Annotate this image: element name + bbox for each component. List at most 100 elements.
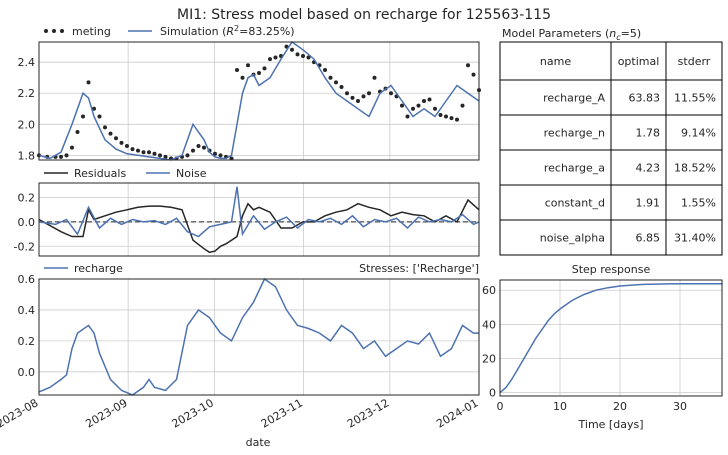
panel-frame <box>499 279 723 397</box>
legend-simulation-sup: 2 <box>234 24 239 33</box>
observation-point <box>202 145 206 150</box>
observation-point <box>158 153 162 158</box>
table-cell: 4.23 <box>636 162 661 175</box>
series-line-noise <box>38 186 480 238</box>
x-tick-label: 30 <box>673 400 687 413</box>
panel-frame <box>38 182 480 257</box>
table-title-sub: c <box>616 33 621 42</box>
observation-point <box>433 106 437 111</box>
observation-point <box>191 148 195 153</box>
legend-simulation-r: R <box>226 25 234 38</box>
y-tick-label: 0.0 <box>18 216 36 229</box>
observation-point <box>460 103 465 108</box>
table-title: Model Parameters (nc=5) <box>502 27 641 42</box>
observation-point <box>334 80 338 85</box>
observation-point <box>301 53 305 58</box>
table-cell: 1.78 <box>636 127 661 140</box>
y-tick-label: 2.0 <box>18 118 36 131</box>
y-tick-label: 0.2 <box>18 335 36 348</box>
stresses-label: Stresses: ['Recharge'] <box>359 262 479 275</box>
date-tick-label: 2023-10 <box>170 396 216 430</box>
legend-simulation-label: Simulation (R2=83.25%) <box>160 24 295 38</box>
table-cell: constant_d <box>545 197 605 210</box>
observation-point <box>119 140 124 145</box>
x-tick-label: 0 <box>497 400 504 413</box>
observation-point <box>367 91 371 96</box>
observation-point <box>427 97 432 102</box>
observation-point <box>323 67 327 72</box>
observation-point <box>257 71 261 76</box>
y-tick-label: 1.8 <box>18 149 36 162</box>
observation-point <box>422 99 426 103</box>
x-tick-label: 10 <box>553 400 567 413</box>
parameter-table: name optimal stderr recharge_A 63.83 11.55% re… <box>499 41 723 256</box>
y-tick-label: 0 <box>489 387 496 400</box>
table-cell: noise_alpha <box>540 232 605 245</box>
observation-point <box>64 153 69 158</box>
observation-point <box>455 117 459 122</box>
observation-point <box>70 145 74 150</box>
legend-simulation-prefix: Simulation ( <box>160 25 226 38</box>
observation-point <box>262 66 267 71</box>
observation-point <box>229 156 234 161</box>
observation-point <box>273 55 278 60</box>
observation-point <box>438 112 443 117</box>
step-xlabel: Time [days] <box>578 418 644 431</box>
table-header: name <box>540 55 571 68</box>
legend-meting-marker <box>44 29 48 33</box>
observation-point <box>240 75 245 80</box>
observation-point <box>306 55 311 60</box>
observation-point <box>471 72 476 77</box>
y-tick-label: 0.6 <box>18 273 36 286</box>
recharge-panel: 0.0 0.2 0.4 0.6 <box>18 273 480 396</box>
y-tick-label: 60 <box>482 284 496 297</box>
observation-point <box>389 91 393 96</box>
observation-point <box>125 144 129 149</box>
date-tick-label: 2023-11 <box>259 396 305 430</box>
table-title-n: n <box>609 27 616 40</box>
table-cell: recharge_A <box>543 92 605 105</box>
table-header: stderr <box>678 55 711 68</box>
table-cell: 1.55% <box>681 197 716 210</box>
legend-recharge-label: recharge <box>74 262 123 275</box>
y-tick-label: 40 <box>482 318 496 331</box>
date-tick-label: 2023-08 <box>0 396 40 430</box>
observation-point <box>345 91 349 96</box>
table-cell: 63.83 <box>629 92 661 105</box>
y-tick-label: -0.2 <box>14 240 35 253</box>
observation-point <box>103 125 107 130</box>
observation-point <box>361 94 366 99</box>
step-title: Step response <box>572 263 651 276</box>
observation-point <box>328 75 333 80</box>
observation-point <box>59 154 63 159</box>
observation-point <box>268 57 272 62</box>
observation-point <box>75 130 80 135</box>
table-cell: recharge_n <box>544 127 605 140</box>
table-cell: 31.40% <box>674 232 716 245</box>
observation-point <box>163 154 168 159</box>
head-panel: 1.8 2.0 2.2 2.4 <box>18 40 481 162</box>
legend-meting-label: meting <box>72 25 111 38</box>
date-ticks: 2023-08 2023-09 2023-10 2023-11 2023-12 2024-… <box>0 396 481 430</box>
observation-point <box>372 75 377 80</box>
residuals-panel: -0.2 0.0 0.2 <box>14 182 480 257</box>
observation-point <box>444 114 448 119</box>
observation-point <box>92 106 96 111</box>
observation-point <box>114 136 118 141</box>
observation-point <box>136 148 140 153</box>
observation-point <box>411 106 415 111</box>
observation-point <box>356 99 360 103</box>
observation-point <box>130 147 135 152</box>
table-cell: 11.55% <box>674 92 716 105</box>
y-tick-label: 0.2 <box>18 192 36 205</box>
y-tick-label: 2.4 <box>18 56 36 69</box>
y-tick-label: 20 <box>482 352 496 365</box>
table-title-prefix: Model Parameters ( <box>502 27 609 40</box>
observation-point <box>416 103 421 108</box>
observation-point <box>196 144 201 149</box>
observation-point <box>97 114 102 119</box>
table-cell: 6.85 <box>636 232 661 245</box>
residuals-legend: Residuals Noise <box>44 167 207 180</box>
observation-point <box>235 67 239 72</box>
